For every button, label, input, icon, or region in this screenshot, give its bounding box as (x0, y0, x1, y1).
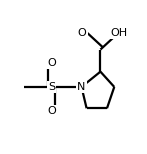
Bar (50, 61, 54, 66)
Text: S: S (48, 82, 55, 92)
Text: O: O (47, 106, 56, 116)
Bar (80, 30, 84, 35)
Bar (79, 84, 84, 90)
Bar (50, 84, 54, 90)
Bar (50, 108, 54, 113)
Text: OH: OH (110, 28, 127, 38)
Text: O: O (78, 28, 87, 38)
Text: O: O (47, 58, 56, 68)
Bar (114, 30, 123, 35)
Text: N: N (77, 82, 86, 92)
